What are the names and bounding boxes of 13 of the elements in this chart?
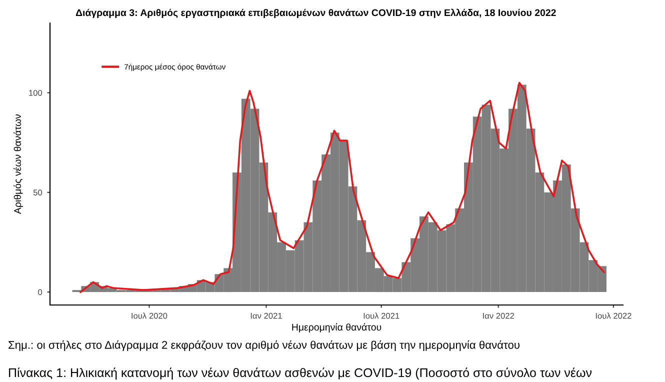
x-tick-label: Ιουλ 2022	[596, 312, 632, 319]
x-tick-label: Ιουλ 2020	[132, 312, 168, 319]
x-axis-title: Ημερομηνία θανάτου	[292, 323, 382, 333]
x-tick-label: Ιαν 2021	[250, 312, 282, 319]
x-tick-label: Ιουλ 2021	[364, 312, 400, 319]
y-axis-title: Αριθμός νέων θανάτων	[14, 114, 23, 214]
x-tick-label: Ιαν 2022	[483, 312, 514, 319]
y-tick-label: 100	[29, 90, 42, 96]
text: Σημ.: οι στήλες στο Διάγραμμα 2 εκφράζουν τον αριθμό νέων θανάτων με βάση την ημερομηνία θανάτου	[8, 340, 520, 352]
chart-title: Διάγραμμα 3: Αριθμός εργαστηριακά επιβεβαιωμένων θανάτων COVID-19 στην Ελλάδα, 18 Ιουνίου 2022	[76, 8, 556, 18]
text: Πίνακας 1: Ηλικιακή κατανομή των νέων θανάτων ασθενών με COVID-19 (Ποσοστό στο σύνολο των νέων	[9, 368, 592, 380]
y-tick-label: 50	[33, 190, 42, 196]
y-tick-label: 0	[38, 289, 42, 296]
